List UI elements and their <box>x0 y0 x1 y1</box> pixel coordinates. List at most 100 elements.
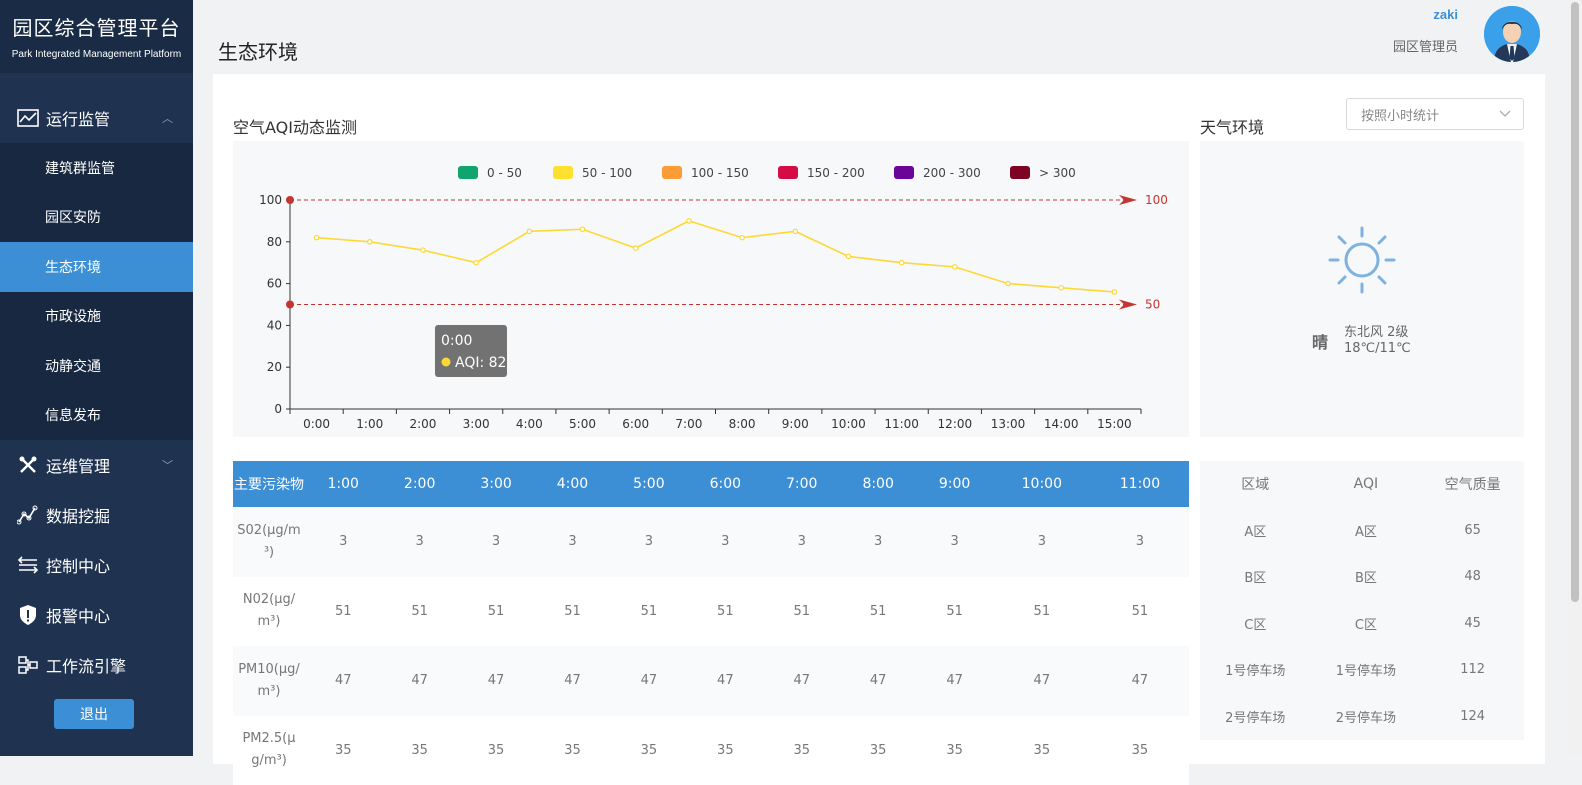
nav-group-label: 控制中心 <box>46 553 110 577</box>
scrollbar-thumb[interactable] <box>1571 2 1579 602</box>
y-tick-label: 100 <box>259 193 282 207</box>
stat-mode-select[interactable]: 按照小时统计 <box>1346 98 1524 130</box>
table-cell: 47 <box>381 646 457 716</box>
logout-button[interactable]: 退出 <box>54 699 134 729</box>
legend-label: 50 - 100 <box>582 166 632 180</box>
column-header: 6:00 <box>687 461 763 507</box>
table-cell: 1号停车场 <box>1200 647 1311 694</box>
nav-group-maintenance[interactable]: 运维管理 ﹀ <box>0 440 193 490</box>
sidebar-item-publish[interactable]: 信息发布 <box>0 391 193 441</box>
user-name[interactable]: zaki <box>1433 7 1458 22</box>
table-cell: 3 <box>840 507 916 577</box>
x-tick-label: 15:00 <box>1097 417 1132 431</box>
table-cell: 3 <box>916 507 992 577</box>
table-cell: 35 <box>381 716 457 785</box>
sidebar-item-municipal[interactable]: 市政设施 <box>0 292 193 342</box>
workflow-icon <box>16 655 40 675</box>
column-header: 7:00 <box>764 461 840 507</box>
tools-icon <box>16 455 40 475</box>
table-cell: 65 <box>1421 507 1524 554</box>
weather-section-title: 天气环境 <box>1200 114 1264 138</box>
table-cell: 47 <box>687 646 763 716</box>
data-point <box>793 229 797 233</box>
table-cell: 45 <box>1421 600 1524 647</box>
column-header: AQI <box>1311 461 1422 507</box>
x-tick-label: 11:00 <box>884 417 919 431</box>
table-cell: 2号停车场 <box>1200 693 1311 740</box>
x-tick-label: 14:00 <box>1044 417 1079 431</box>
data-point <box>1112 290 1116 294</box>
table-cell: 51 <box>611 577 687 647</box>
x-tick-label: 13:00 <box>991 417 1026 431</box>
data-point <box>899 261 903 265</box>
table-cell: 51 <box>764 577 840 647</box>
data-point <box>687 219 691 223</box>
nav-group-data-mining[interactable]: 数据挖掘 <box>0 490 193 540</box>
avatar[interactable] <box>1484 6 1540 62</box>
data-point <box>314 235 318 239</box>
table-cell: 1号停车场 <box>1311 647 1422 694</box>
nav-group-label: 数据挖掘 <box>46 503 110 527</box>
column-header: 2:00 <box>381 461 457 507</box>
sidebar-item-security[interactable]: 园区安防 <box>0 193 193 243</box>
brand-subtitle: Park Integrated Management Platform <box>0 49 193 60</box>
y-tick-label: 40 <box>267 318 282 332</box>
table-cell: 47 <box>840 646 916 716</box>
column-header: 1:00 <box>305 461 381 507</box>
series-line <box>317 221 1115 292</box>
x-tick-label: 10:00 <box>831 417 866 431</box>
sidebar-item-buildings[interactable]: 建筑群监管 <box>0 143 193 193</box>
page-scrollbar[interactable] <box>1568 0 1582 756</box>
pollutant-name: PM2.5(μg/m³) <box>233 716 305 785</box>
table-cell: 3 <box>534 507 610 577</box>
tooltip-marker <box>442 358 451 367</box>
legend-swatch <box>458 166 478 179</box>
table-cell: 124 <box>1421 693 1524 740</box>
table-cell: 35 <box>534 716 610 785</box>
table-cell: 3 <box>458 507 534 577</box>
nav-group-label: 运行监管 <box>46 106 110 130</box>
x-tick-label: 4:00 <box>516 417 543 431</box>
table-cell: 47 <box>916 646 992 716</box>
table-cell: 51 <box>916 577 992 647</box>
table-cell: 51 <box>993 577 1091 647</box>
legend-label: 0 - 50 <box>487 166 522 180</box>
table-cell: 35 <box>1091 716 1189 785</box>
pollutant-name: N02(μg/m³) <box>233 577 305 647</box>
nav-group-monitoring[interactable]: 运行监管 ︿ <box>0 93 193 143</box>
data-point <box>1006 281 1010 285</box>
table-cell: B区 <box>1311 554 1422 601</box>
table-cell: 35 <box>305 716 381 785</box>
tooltip-label: AQI: 82 <box>455 355 506 371</box>
y-tick-label: 80 <box>267 235 282 249</box>
legend-label: 200 - 300 <box>923 166 981 180</box>
legend-label: 100 - 150 <box>691 166 749 180</box>
table-cell: C区 <box>1200 600 1311 647</box>
brand: 园区综合管理平台 Park Integrated Management Plat… <box>0 0 193 73</box>
data-mining-icon <box>16 505 40 525</box>
legend-swatch <box>894 166 914 179</box>
nav-group-alarm[interactable]: 报警中心 <box>0 590 193 640</box>
x-tick-label: 7:00 <box>675 417 702 431</box>
data-point <box>368 240 372 244</box>
sidebar-item-traffic[interactable]: 动静交通 <box>0 341 193 391</box>
table-cell: 48 <box>1421 554 1524 601</box>
table-cell: 3 <box>381 507 457 577</box>
nav-group-label: 运维管理 <box>46 453 110 477</box>
data-point <box>846 254 850 258</box>
sidebar-item-ecology[interactable]: 生态环境 <box>0 242 193 292</box>
tooltip-title: 0:00 <box>441 333 472 349</box>
column-header: 3:00 <box>458 461 534 507</box>
column-header: 10:00 <box>993 461 1091 507</box>
nav-group-control[interactable]: 控制中心 <box>0 540 193 590</box>
column-header: 8:00 <box>840 461 916 507</box>
table-cell: A区 <box>1311 507 1422 554</box>
mark-line-label: 100 <box>1145 193 1168 207</box>
nav-group-workflow[interactable]: 工作流引擎 <box>0 640 193 690</box>
